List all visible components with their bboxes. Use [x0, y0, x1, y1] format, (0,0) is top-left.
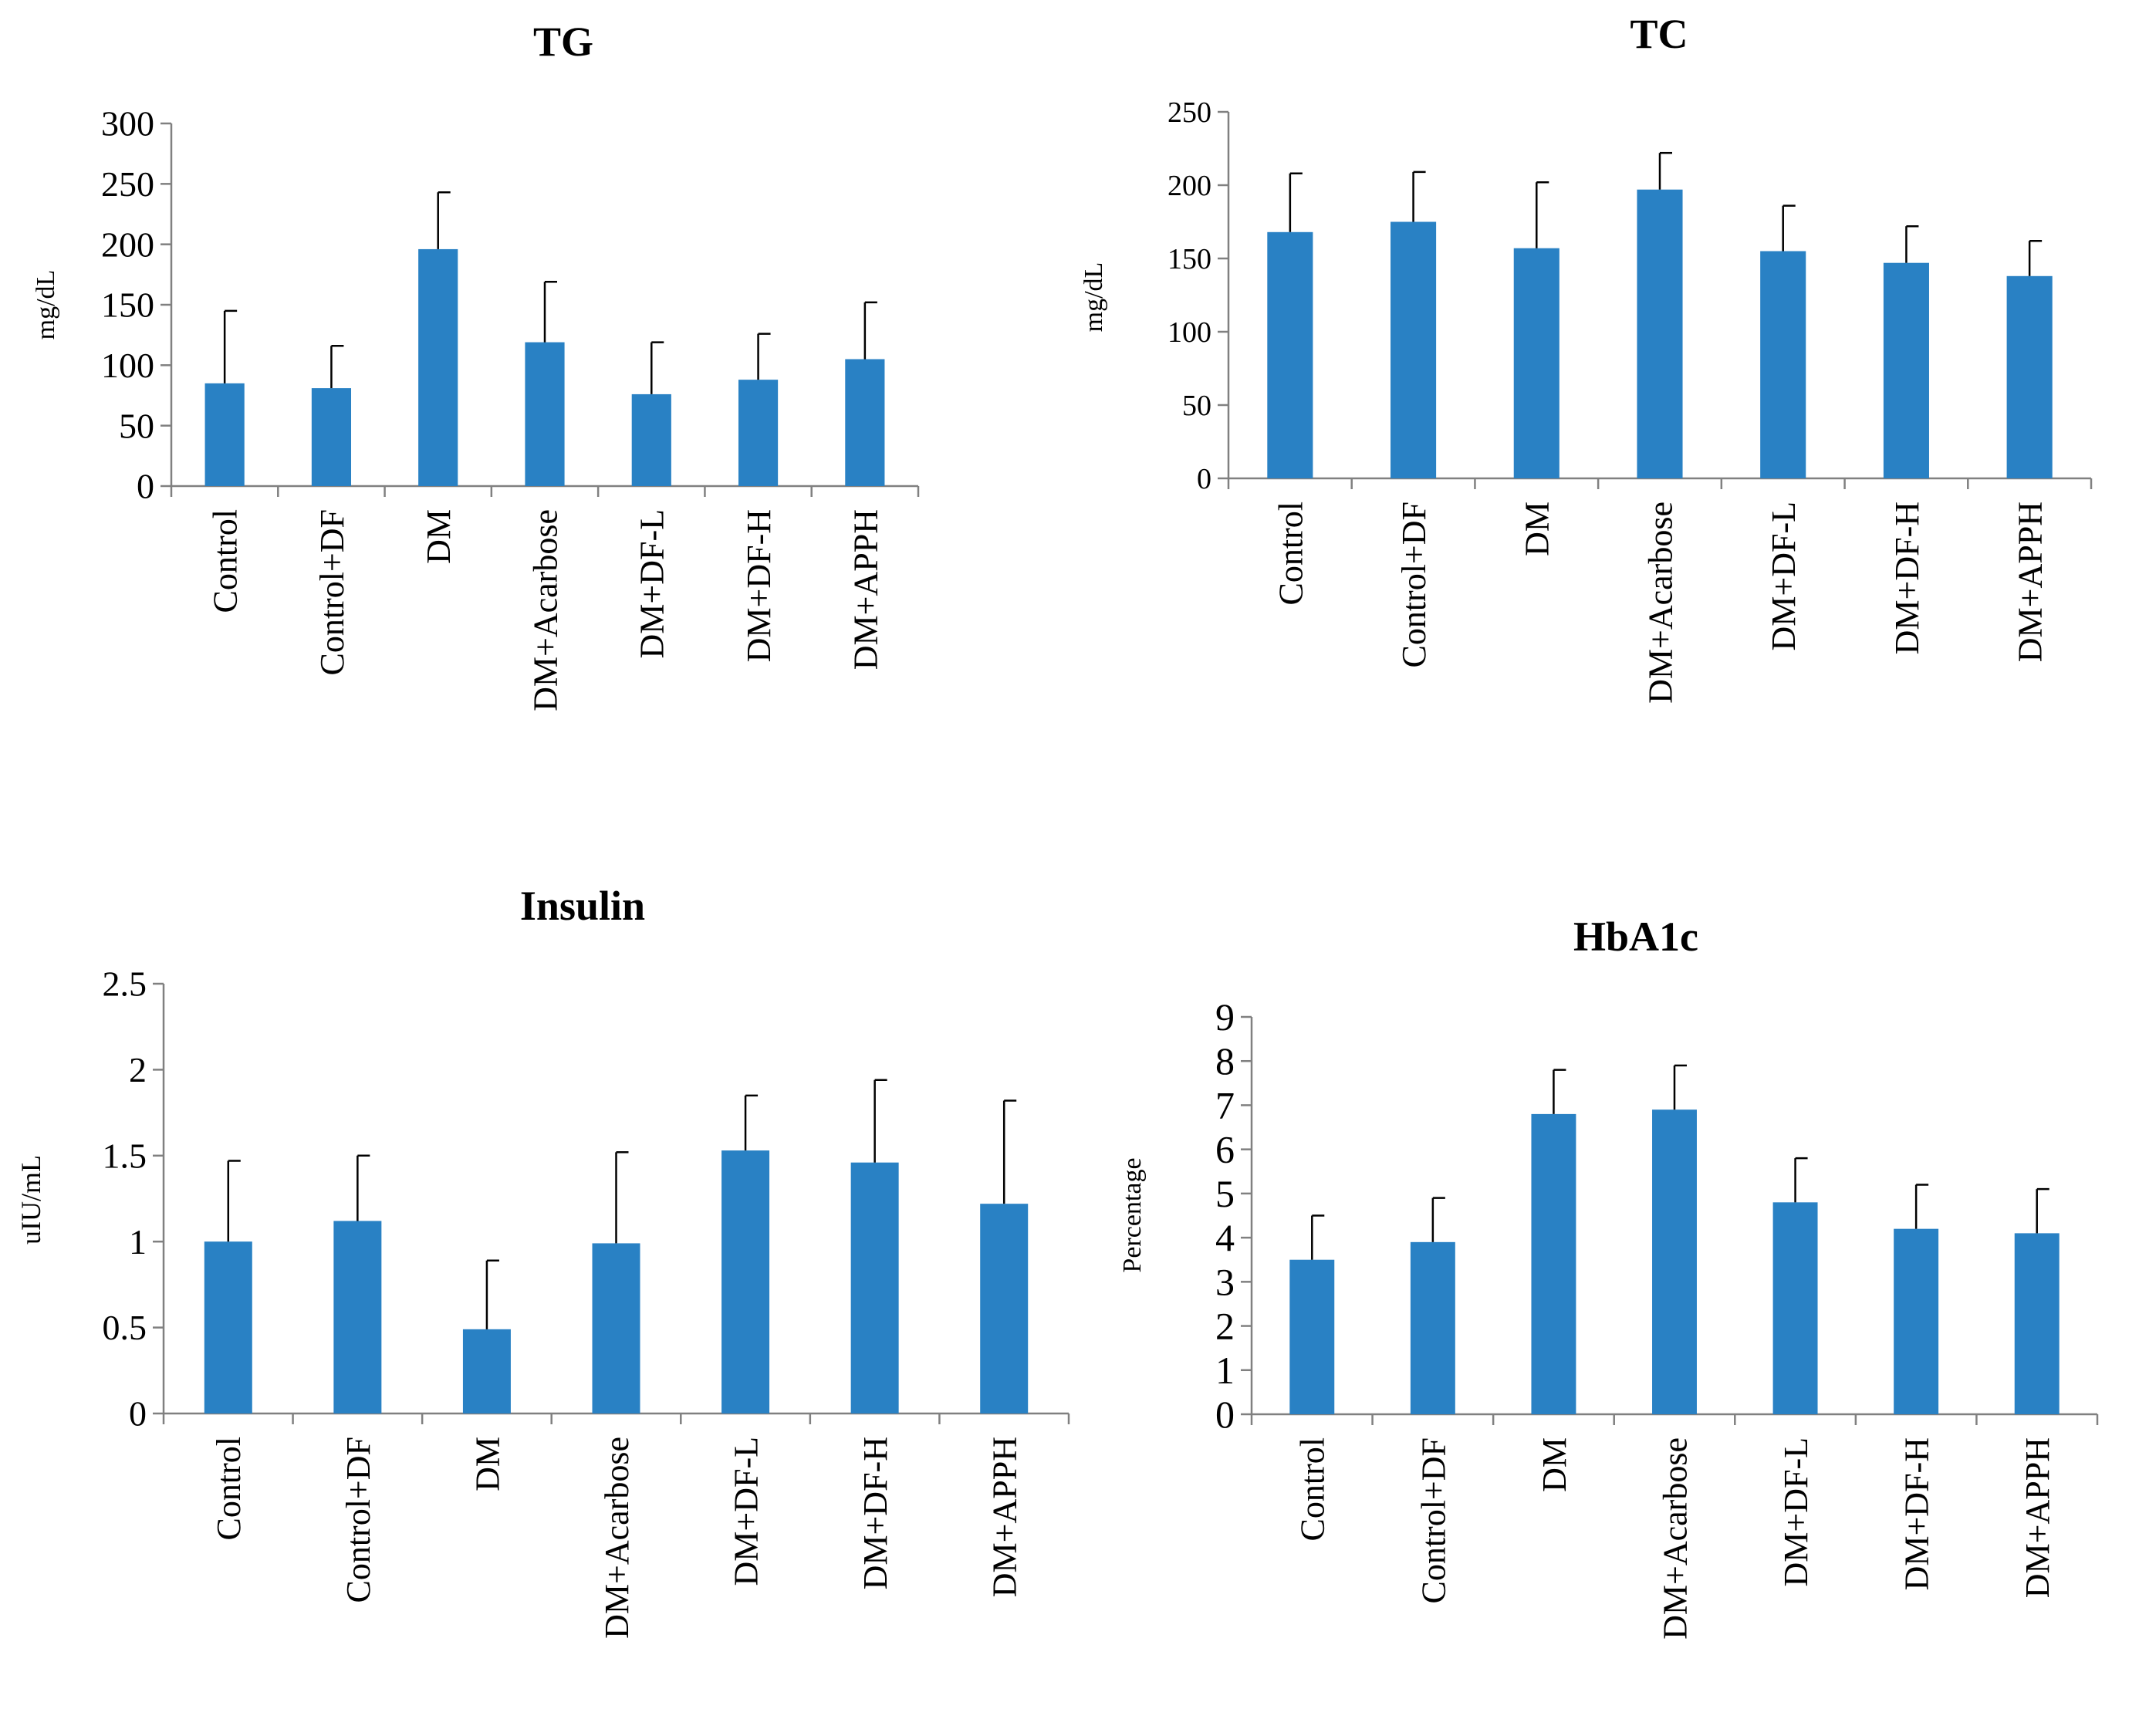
insulin-category-label: DM+DF-H: [857, 1437, 894, 1589]
tg-bar: [845, 359, 885, 486]
hba1c-bar: [1772, 1202, 1818, 1414]
tc-bar: [1637, 189, 1683, 478]
tc-category-label: DM+Acarbose: [1641, 502, 1679, 704]
tg-bar: [631, 393, 671, 486]
insulin-y-tick-label: 2: [129, 1050, 147, 1089]
tg-category-label: DM+APPH: [846, 509, 884, 670]
hba1c-category-label: DM+APPH: [2019, 1437, 2056, 1598]
tg-category-label: DM+DF-H: [740, 509, 778, 662]
hba1c-category-label: DM+DF-L: [1777, 1437, 1815, 1587]
hba1c-y-tick-label: 1: [1215, 1349, 1235, 1392]
tc-category-label: DM+DF-H: [1888, 502, 1926, 654]
insulin-bar: [204, 1241, 252, 1413]
insulin-category-label: DM+DF-L: [727, 1437, 765, 1586]
insulin-category-label: DM+Acarbose: [598, 1437, 636, 1639]
hba1c-y-tick-label: 0: [1215, 1393, 1235, 1436]
tc-y-axis-label: mg/dL: [1080, 262, 1108, 333]
hba1c-category-label: DM+DF-H: [1898, 1437, 1936, 1590]
insulin-category-label: DM: [468, 1437, 506, 1491]
hba1c-category-label: Control+DF: [1414, 1437, 1452, 1604]
hba1c-y-tick-label: 6: [1215, 1128, 1235, 1171]
tc-bar: [2006, 275, 2053, 478]
insulin-y-axis-label: uIU/mL: [15, 1155, 46, 1245]
tg-bar: [418, 248, 458, 486]
hba1c-bar: [1652, 1109, 1697, 1414]
tg-y-tick-label: 150: [101, 285, 154, 325]
insulin-chart: Insulin uIU/mL 0 0.5 1 1.5 2 2.5 Control Control+…: [15, 883, 1070, 1639]
tc-y-tick-label: 100: [1167, 316, 1211, 349]
tc-bar: [1883, 262, 1929, 478]
tg-category-label: Control+DF: [313, 509, 351, 676]
insulin-category-label: Control: [210, 1437, 248, 1540]
insulin-category-label: Control+DF: [340, 1437, 377, 1603]
tc-y-tick-label: 200: [1167, 170, 1211, 202]
tc-y-tick-label: 250: [1167, 96, 1211, 129]
tc-bar: [1760, 251, 1806, 478]
tc-bar: [1513, 248, 1559, 478]
hba1c-y-axis-label: Percentage: [1118, 1157, 1147, 1272]
tc-y-tick-label: 50: [1182, 390, 1211, 422]
tg-category-label: Control: [207, 509, 245, 613]
tg-y-tick-label: 250: [101, 164, 154, 204]
tg-bar: [738, 380, 779, 486]
tc-category-label: DM+DF-L: [1765, 502, 1803, 651]
hba1c-y-tick-label: 8: [1215, 1039, 1235, 1082]
tg-category-label: DM+DF-L: [634, 509, 671, 659]
hba1c-bar: [2014, 1233, 2060, 1414]
hba1c-y-tick-label: 4: [1215, 1216, 1235, 1259]
hba1c-category-label: DM+Acarbose: [1656, 1437, 1694, 1640]
hba1c-title: HbA1c: [1573, 914, 1698, 960]
tc-chart: TC mg/dL 0 50 100 150 200 250 Control Control+DF D…: [1080, 11, 2093, 704]
tg-chart: TG mg/dL 0 50 100 150 200 250 300 Control Control+…: [32, 19, 920, 711]
insulin-bar: [333, 1221, 382, 1413]
insulin-y-tick-label: 1: [129, 1222, 147, 1261]
tc-title: TC: [1630, 11, 1688, 57]
insulin-bar: [850, 1162, 899, 1413]
tc-bar: [1391, 221, 1437, 478]
tg-title: TG: [533, 19, 593, 65]
tg-y-axis-label: mg/dL: [32, 270, 60, 340]
insulin-y-tick-label: 2.5: [103, 964, 147, 1004]
tg-y-tick-label: 0: [137, 467, 154, 506]
insulin-y-tick-label: 0.5: [103, 1308, 147, 1347]
tg-category-label: DM+Acarbose: [526, 509, 564, 711]
insulin-bar: [980, 1204, 1029, 1413]
hba1c-y-tick-label: 2: [1215, 1305, 1235, 1348]
tg-bar: [204, 383, 245, 486]
hba1c-category-label: DM: [1536, 1437, 1573, 1492]
insulin-y-tick-label: 1.5: [103, 1136, 147, 1175]
hba1c-y-tick-label: 7: [1215, 1083, 1235, 1126]
tg-y-tick-label: 50: [119, 406, 154, 445]
insulin-bar: [721, 1150, 770, 1413]
hba1c-y-tick-label: 5: [1215, 1172, 1235, 1215]
tc-category-label: DM+APPH: [2012, 502, 2049, 662]
tc-category-label: DM: [1519, 502, 1556, 556]
tg-bar: [525, 342, 565, 486]
tc-category-label: Control: [1272, 502, 1309, 605]
hba1c-category-label: Control: [1294, 1437, 1332, 1541]
tc-category-label: Control+DF: [1395, 502, 1433, 668]
insulin-bar: [592, 1243, 640, 1413]
tg-category-label: DM: [420, 509, 458, 564]
insulin-bar: [462, 1329, 511, 1413]
tg-y-tick-label: 300: [101, 104, 154, 144]
tg-y-tick-label: 100: [101, 346, 154, 385]
hba1c-bar: [1894, 1228, 1939, 1414]
hba1c-bar: [1289, 1259, 1335, 1414]
insulin-category-label: DM+APPH: [986, 1437, 1024, 1597]
tg-y-tick-label: 200: [101, 225, 154, 264]
tc-y-tick-label: 0: [1197, 463, 1211, 495]
insulin-title: Insulin: [520, 883, 645, 929]
hba1c-bar: [1531, 1113, 1576, 1414]
hba1c-y-tick-label: 3: [1215, 1260, 1235, 1303]
hba1c-bar: [1410, 1241, 1455, 1414]
hba1c-y-tick-label: 9: [1215, 995, 1235, 1039]
tc-bar: [1267, 231, 1313, 478]
tc-y-tick-label: 150: [1167, 243, 1211, 275]
tg-bar: [311, 388, 352, 486]
insulin-y-tick-label: 0: [129, 1394, 147, 1434]
